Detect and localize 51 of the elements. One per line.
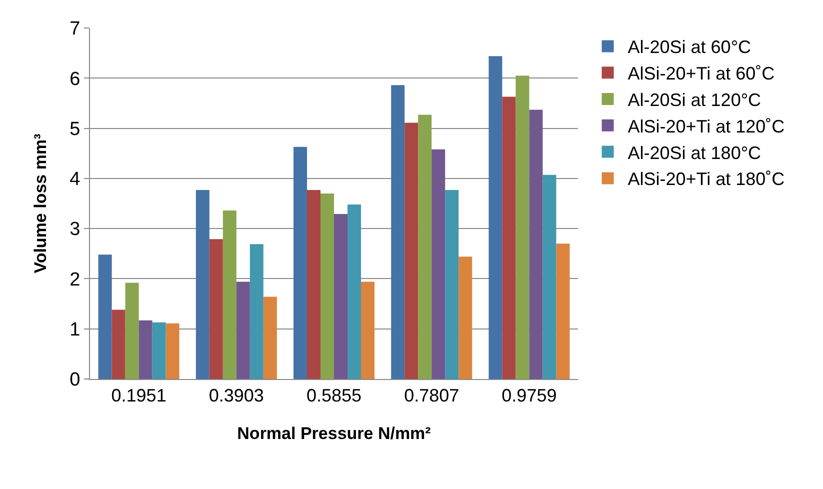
y-tick-label: 0 — [70, 370, 80, 391]
bar — [125, 282, 139, 379]
bar — [209, 239, 223, 379]
bar — [307, 190, 320, 379]
x-tick-label: 0.5855 — [306, 386, 362, 406]
bar — [112, 310, 126, 379]
bar — [138, 320, 152, 379]
bar — [361, 282, 374, 379]
bar — [348, 204, 361, 379]
bar — [320, 193, 334, 379]
bar — [488, 56, 502, 379]
y-tick-label: 5 — [70, 118, 80, 140]
bar — [458, 256, 472, 379]
bar — [404, 122, 418, 379]
bar — [529, 110, 543, 379]
bar — [516, 76, 530, 379]
bar — [542, 174, 556, 379]
bar — [334, 214, 348, 379]
y-tick-label: 6 — [70, 68, 80, 90]
bar — [556, 244, 570, 379]
bar — [445, 190, 459, 379]
x-tick-label: 0.3903 — [208, 386, 264, 406]
legend-label: AlSi-20+Ti at 60˚C — [628, 64, 775, 84]
x-tick-label: 0.7807 — [404, 386, 460, 406]
y-axis-title: Volume loss mm³ — [31, 133, 50, 274]
y-tick-label: 2 — [70, 269, 80, 290]
bar — [152, 322, 166, 379]
bar — [391, 85, 405, 379]
legend-label: Al-20Si at 60°C — [628, 37, 752, 58]
bar — [98, 254, 112, 379]
x-axis-title: Normal Pressure N/mm² — [237, 424, 432, 443]
bar — [432, 149, 446, 379]
legend-label: AlSi-20+Ti at 120˚C — [628, 116, 785, 136]
bar — [502, 96, 516, 379]
bar — [250, 244, 264, 379]
legend-label: AlSi-20+Ti at 180˚C — [628, 169, 785, 190]
y-tick-label: 7 — [70, 18, 80, 40]
legend-label: Al-20Si at 120°C — [628, 90, 762, 110]
bar — [263, 296, 277, 379]
y-tick-label: 1 — [70, 320, 80, 341]
bar — [166, 323, 180, 379]
bar — [418, 114, 432, 379]
y-tick-label: 3 — [70, 219, 80, 240]
bar — [294, 146, 307, 379]
bar — [196, 190, 210, 379]
x-tick-label: 0.1951 — [111, 386, 166, 406]
y-tick-label: 4 — [70, 169, 81, 190]
x-tick-label: 0.9759 — [502, 386, 557, 406]
legend-label: Al-20Si at 180°C — [628, 142, 762, 163]
bar — [222, 210, 236, 379]
bar — [236, 282, 250, 379]
